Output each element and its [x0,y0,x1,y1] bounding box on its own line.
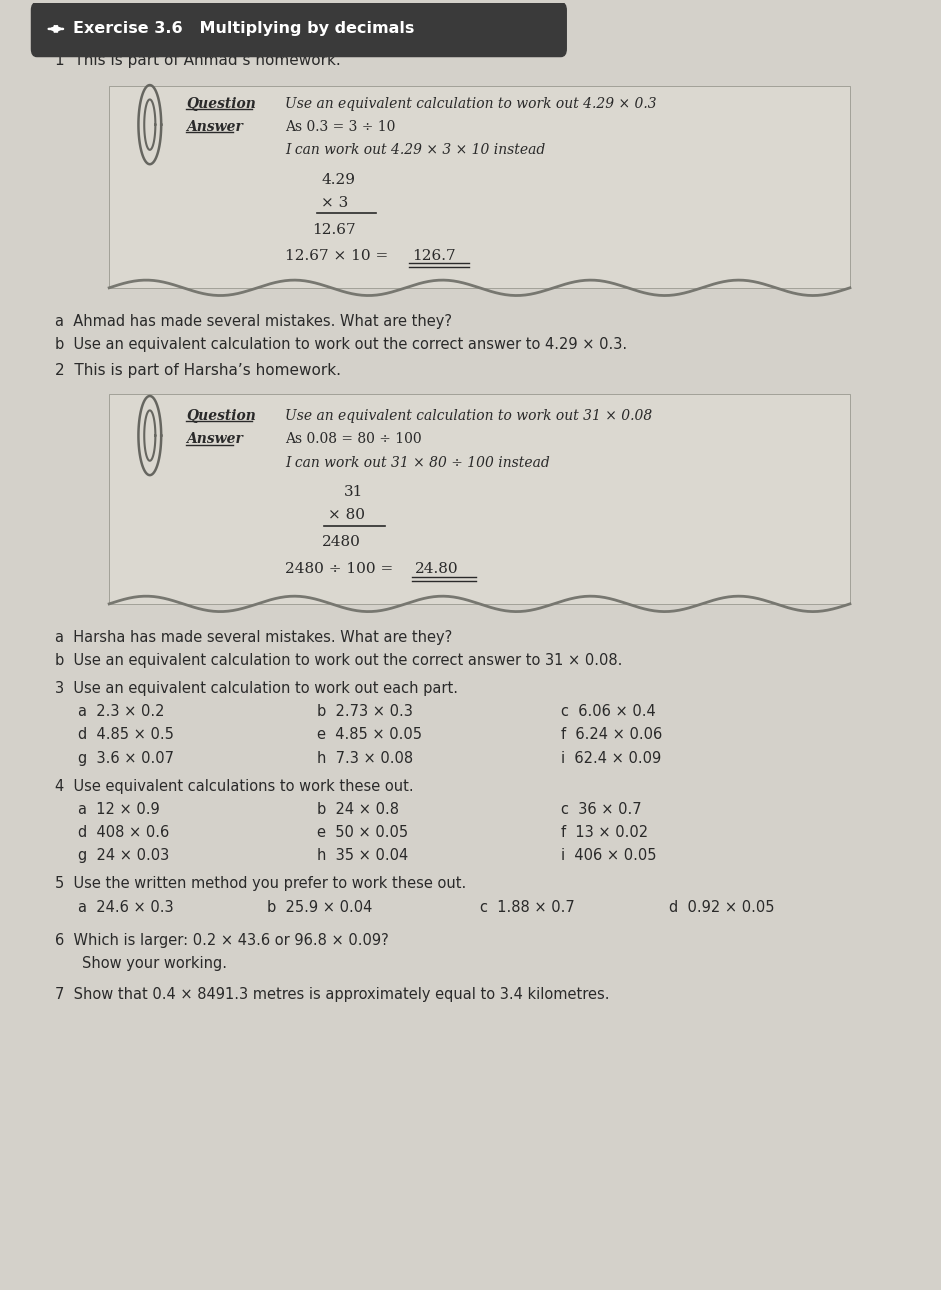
FancyBboxPatch shape [109,86,850,288]
Text: Question: Question [186,409,256,423]
Text: b  25.9 × 0.04: b 25.9 × 0.04 [267,899,373,915]
Text: c  6.06 × 0.4: c 6.06 × 0.4 [561,704,656,720]
Text: 2480: 2480 [322,535,360,550]
Text: i  406 × 0.05: i 406 × 0.05 [561,849,656,863]
Text: × 80: × 80 [327,508,365,522]
Text: c  1.88 × 0.7: c 1.88 × 0.7 [480,899,574,915]
Text: b  Use an equivalent calculation to work out the correct answer to 4.29 × 0.3.: b Use an equivalent calculation to work … [55,337,627,352]
Text: h  7.3 × 0.08: h 7.3 × 0.08 [317,751,413,765]
Text: e  4.85 × 0.05: e 4.85 × 0.05 [317,728,422,743]
Text: 4.29: 4.29 [322,173,356,187]
Text: a  Ahmad has made several mistakes. What are they?: a Ahmad has made several mistakes. What … [55,313,452,329]
Text: g  24 × 0.03: g 24 × 0.03 [77,849,168,863]
Text: 12.67: 12.67 [312,223,356,237]
Text: i  62.4 × 0.09: i 62.4 × 0.09 [561,751,662,765]
Text: × 3: × 3 [322,196,349,210]
Text: b  2.73 × 0.3: b 2.73 × 0.3 [317,704,413,720]
Text: f  6.24 × 0.06: f 6.24 × 0.06 [561,728,662,743]
Text: b  24 × 0.8: b 24 × 0.8 [317,802,399,817]
Text: 2480 ÷ 100 =: 2480 ÷ 100 = [285,562,398,577]
Text: 6  Which is larger: 0.2 × 43.6 or 96.8 × 0.09?: 6 Which is larger: 0.2 × 43.6 or 96.8 × … [55,933,389,948]
Text: 7  Show that 0.4 × 8491.3 metres is approximately equal to 3.4 kilometres.: 7 Show that 0.4 × 8491.3 metres is appro… [55,987,610,1002]
Text: e  50 × 0.05: e 50 × 0.05 [317,826,408,840]
Text: Use an equivalent calculation to work out 4.29 × 0.3: Use an equivalent calculation to work ou… [285,97,657,111]
Text: c  36 × 0.7: c 36 × 0.7 [561,802,642,817]
Text: a  Harsha has made several mistakes. What are they?: a Harsha has made several mistakes. What… [55,630,453,645]
Text: d  4.85 × 0.5: d 4.85 × 0.5 [77,728,173,743]
Text: I can work out 31 × 80 ÷ 100 instead: I can work out 31 × 80 ÷ 100 instead [285,455,550,470]
Text: 5  Use the written method you prefer to work these out.: 5 Use the written method you prefer to w… [55,876,466,891]
Text: As 0.3 = 3 ÷ 10: As 0.3 = 3 ÷ 10 [285,120,395,134]
Text: Show your working.: Show your working. [82,956,227,971]
Text: As 0.08 = 80 ÷ 100: As 0.08 = 80 ÷ 100 [285,432,422,446]
Text: 31: 31 [344,485,363,499]
Text: 126.7: 126.7 [412,249,455,263]
Text: 3  Use an equivalent calculation to work out each part.: 3 Use an equivalent calculation to work … [55,681,458,697]
Text: 12.67 × 10 =: 12.67 × 10 = [285,249,393,263]
Text: d  0.92 × 0.05: d 0.92 × 0.05 [669,899,774,915]
Text: Question: Question [186,97,256,111]
Text: Use an equivalent calculation to work out 31 × 0.08: Use an equivalent calculation to work ou… [285,409,652,423]
Text: a  2.3 × 0.2: a 2.3 × 0.2 [77,704,164,720]
Text: a  24.6 × 0.3: a 24.6 × 0.3 [77,899,173,915]
FancyBboxPatch shape [109,395,850,604]
FancyBboxPatch shape [31,3,566,57]
Text: a  12 × 0.9: a 12 × 0.9 [77,802,159,817]
Text: f  13 × 0.02: f 13 × 0.02 [561,826,648,840]
Text: 24.80: 24.80 [414,562,458,577]
Text: 1  This is part of Ahmad’s homework.: 1 This is part of Ahmad’s homework. [55,53,341,68]
Text: h  35 × 0.04: h 35 × 0.04 [317,849,408,863]
Text: b  Use an equivalent calculation to work out the correct answer to 31 × 0.08.: b Use an equivalent calculation to work … [55,653,622,668]
Text: Answer: Answer [186,120,243,134]
Text: d  408 × 0.6: d 408 × 0.6 [77,826,168,840]
Text: Exercise 3.6   Multiplying by decimals: Exercise 3.6 Multiplying by decimals [73,22,414,36]
Text: Answer: Answer [186,432,243,446]
Text: g  3.6 × 0.07: g 3.6 × 0.07 [77,751,173,765]
Text: I can work out 4.29 × 3 × 10 instead: I can work out 4.29 × 3 × 10 instead [285,143,546,157]
Text: 4  Use equivalent calculations to work these out.: 4 Use equivalent calculations to work th… [55,779,414,793]
Text: 2  This is part of Harsha’s homework.: 2 This is part of Harsha’s homework. [55,362,341,378]
